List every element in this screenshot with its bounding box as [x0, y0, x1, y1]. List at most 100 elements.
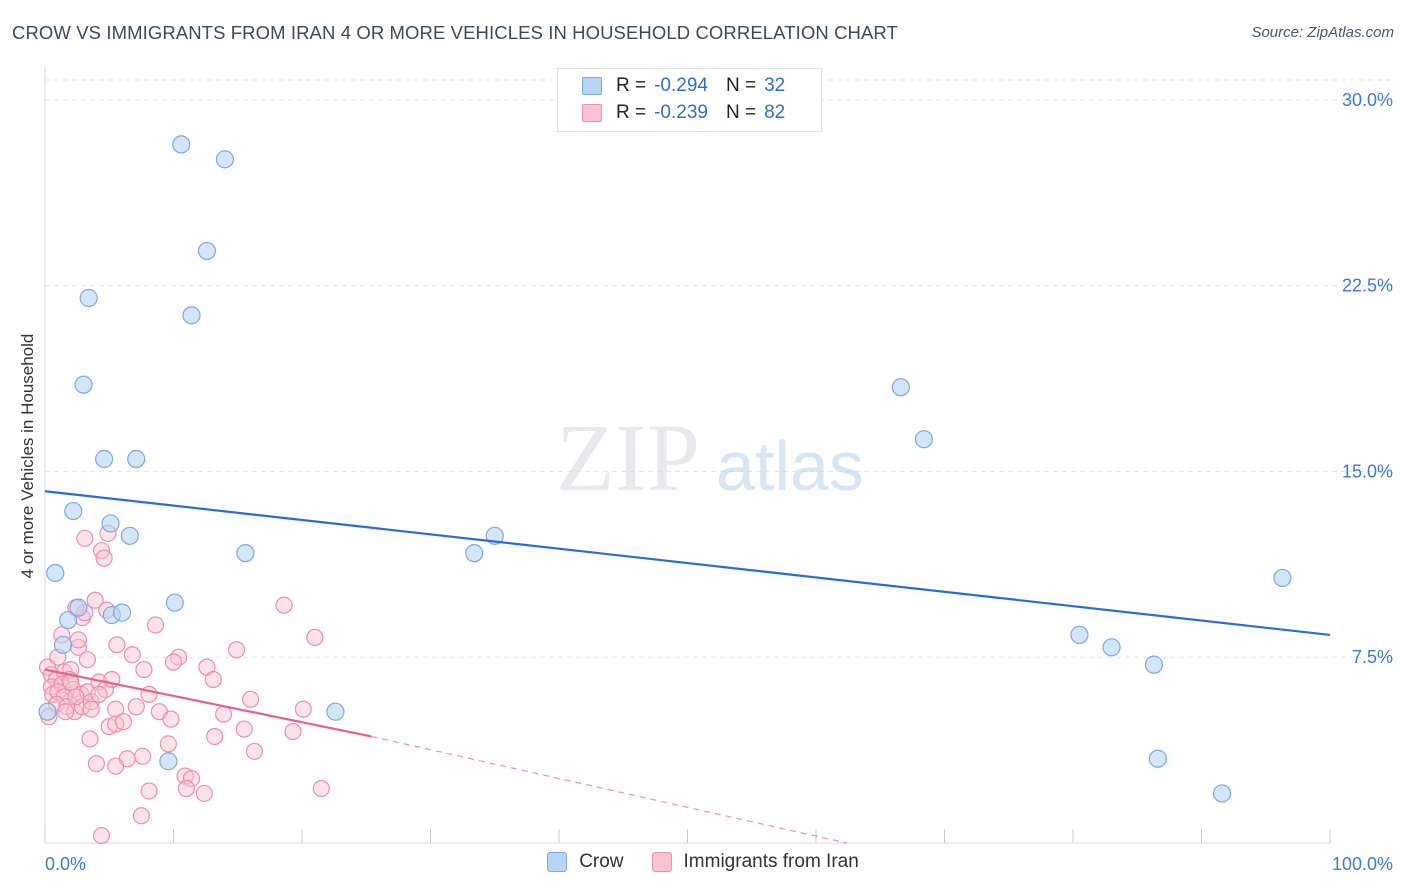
iran-point	[132, 807, 150, 825]
gridlines	[45, 79, 1393, 658]
iran-point	[56, 703, 75, 721]
crow-point	[165, 593, 184, 612]
crow-point	[69, 598, 88, 617]
watermark-zip: ZIP	[556, 404, 700, 511]
iran-point	[107, 757, 125, 775]
crow-point	[53, 635, 73, 654]
source-label: Source: ZipAtlas.com	[1251, 24, 1394, 41]
crow-n-label: N =	[725, 75, 757, 96]
crow-point	[172, 135, 191, 154]
iran-point	[182, 769, 201, 788]
iran-r-label: R =	[616, 102, 647, 123]
crow-point	[197, 241, 217, 261]
crow-point	[182, 306, 201, 325]
legend-crow-swatch	[547, 852, 568, 872]
iran-point	[206, 727, 224, 746]
iran-point	[67, 688, 85, 706]
iran-point	[170, 648, 188, 666]
crow-point	[1212, 784, 1232, 803]
tick-labels: 7.5% 15.0% 22.5% 30.0% 0.0% 100.0%	[45, 90, 1393, 874]
trend-lines	[44, 490, 1331, 844]
iran-trend-line	[44, 668, 372, 738]
legend-item-crow[interactable]: Crow	[547, 851, 624, 873]
iran-point	[95, 549, 113, 567]
iran-point	[87, 755, 106, 773]
crow-point	[59, 610, 78, 630]
crow-point	[1102, 638, 1121, 657]
iran-point	[159, 735, 177, 753]
chart-title: CROW VS IMMIGRANTS FROM IRAN 4 OR MORE V…	[12, 22, 898, 43]
iran-point	[107, 700, 125, 718]
iran-point	[140, 782, 158, 800]
iran-point	[227, 641, 246, 659]
iran-point	[78, 651, 97, 669]
crow-point	[1273, 568, 1292, 588]
crow-point	[891, 378, 910, 397]
watermark-atlas: atlas	[716, 427, 864, 505]
iran-point	[114, 713, 132, 731]
crow-point	[46, 563, 65, 583]
iran-point	[90, 685, 108, 703]
crow-point	[1070, 625, 1089, 645]
iran-point	[134, 747, 152, 765]
iran-point	[76, 529, 94, 547]
x-tick-label: 0.0%	[45, 854, 86, 874]
series-crow-points	[38, 135, 1292, 803]
stats-legend: R = -0.294 N = 32 R = -0.239 N = 82	[557, 68, 822, 132]
iran-swatch	[582, 104, 602, 122]
crow-r-label: R =	[616, 75, 647, 96]
crow-point	[326, 702, 345, 721]
iran-n-value: 82	[764, 102, 786, 123]
iran-point	[135, 660, 153, 679]
crow-point	[236, 544, 255, 563]
iran-point	[162, 710, 180, 728]
iran-point	[127, 698, 145, 716]
legend-iran-label: Immigrants from Iran	[683, 851, 859, 872]
crow-point	[74, 375, 93, 394]
iran-point	[294, 700, 312, 718]
y-tick-label: 7.5%	[1352, 647, 1393, 667]
x-tick-label: 100.0%	[1332, 854, 1393, 874]
crow-point	[914, 430, 934, 449]
iran-point	[164, 653, 183, 671]
crow-n-value: 32	[764, 75, 786, 96]
crow-point	[101, 514, 120, 533]
iran-point	[242, 690, 260, 708]
iran-point	[123, 646, 141, 664]
crow-point	[64, 501, 83, 521]
series-legend: Crow Immigrants from Iran	[0, 851, 1406, 873]
crow-swatch	[582, 77, 602, 95]
iran-point	[275, 596, 293, 614]
iran-trend-extension	[371, 735, 847, 844]
iran-point	[195, 784, 213, 803]
crow-point	[159, 752, 178, 771]
crow-point	[38, 702, 57, 721]
crow-point	[120, 526, 139, 545]
crow-point	[215, 150, 234, 169]
iran-point	[146, 616, 165, 634]
watermark: ZIP atlas	[556, 404, 864, 511]
crow-point	[127, 449, 146, 469]
crow-point	[79, 288, 98, 308]
y-tick-label: 30.0%	[1342, 90, 1393, 110]
iran-point	[92, 826, 111, 845]
stats-row-crow: R = -0.294 N = 32	[582, 73, 785, 99]
crow-point	[1144, 655, 1164, 674]
iran-point	[312, 779, 330, 798]
stats-row-iran: R = -0.239 N = 82	[582, 100, 785, 126]
y-tick-label: 15.0%	[1342, 461, 1393, 481]
crow-point	[112, 603, 132, 622]
crow-point	[1148, 749, 1167, 768]
iran-n-label: N =	[725, 102, 757, 123]
iran-point	[215, 705, 233, 723]
iran-point	[235, 720, 253, 738]
crow-point	[465, 544, 484, 563]
iran-point	[69, 631, 88, 649]
y-tick-label: 22.5%	[1342, 276, 1393, 296]
iran-point	[306, 628, 324, 646]
series-iran-points	[38, 524, 330, 845]
iran-point	[177, 779, 195, 798]
legend-item-iran[interactable]: Immigrants from Iran	[651, 851, 859, 873]
iran-point	[245, 742, 264, 760]
